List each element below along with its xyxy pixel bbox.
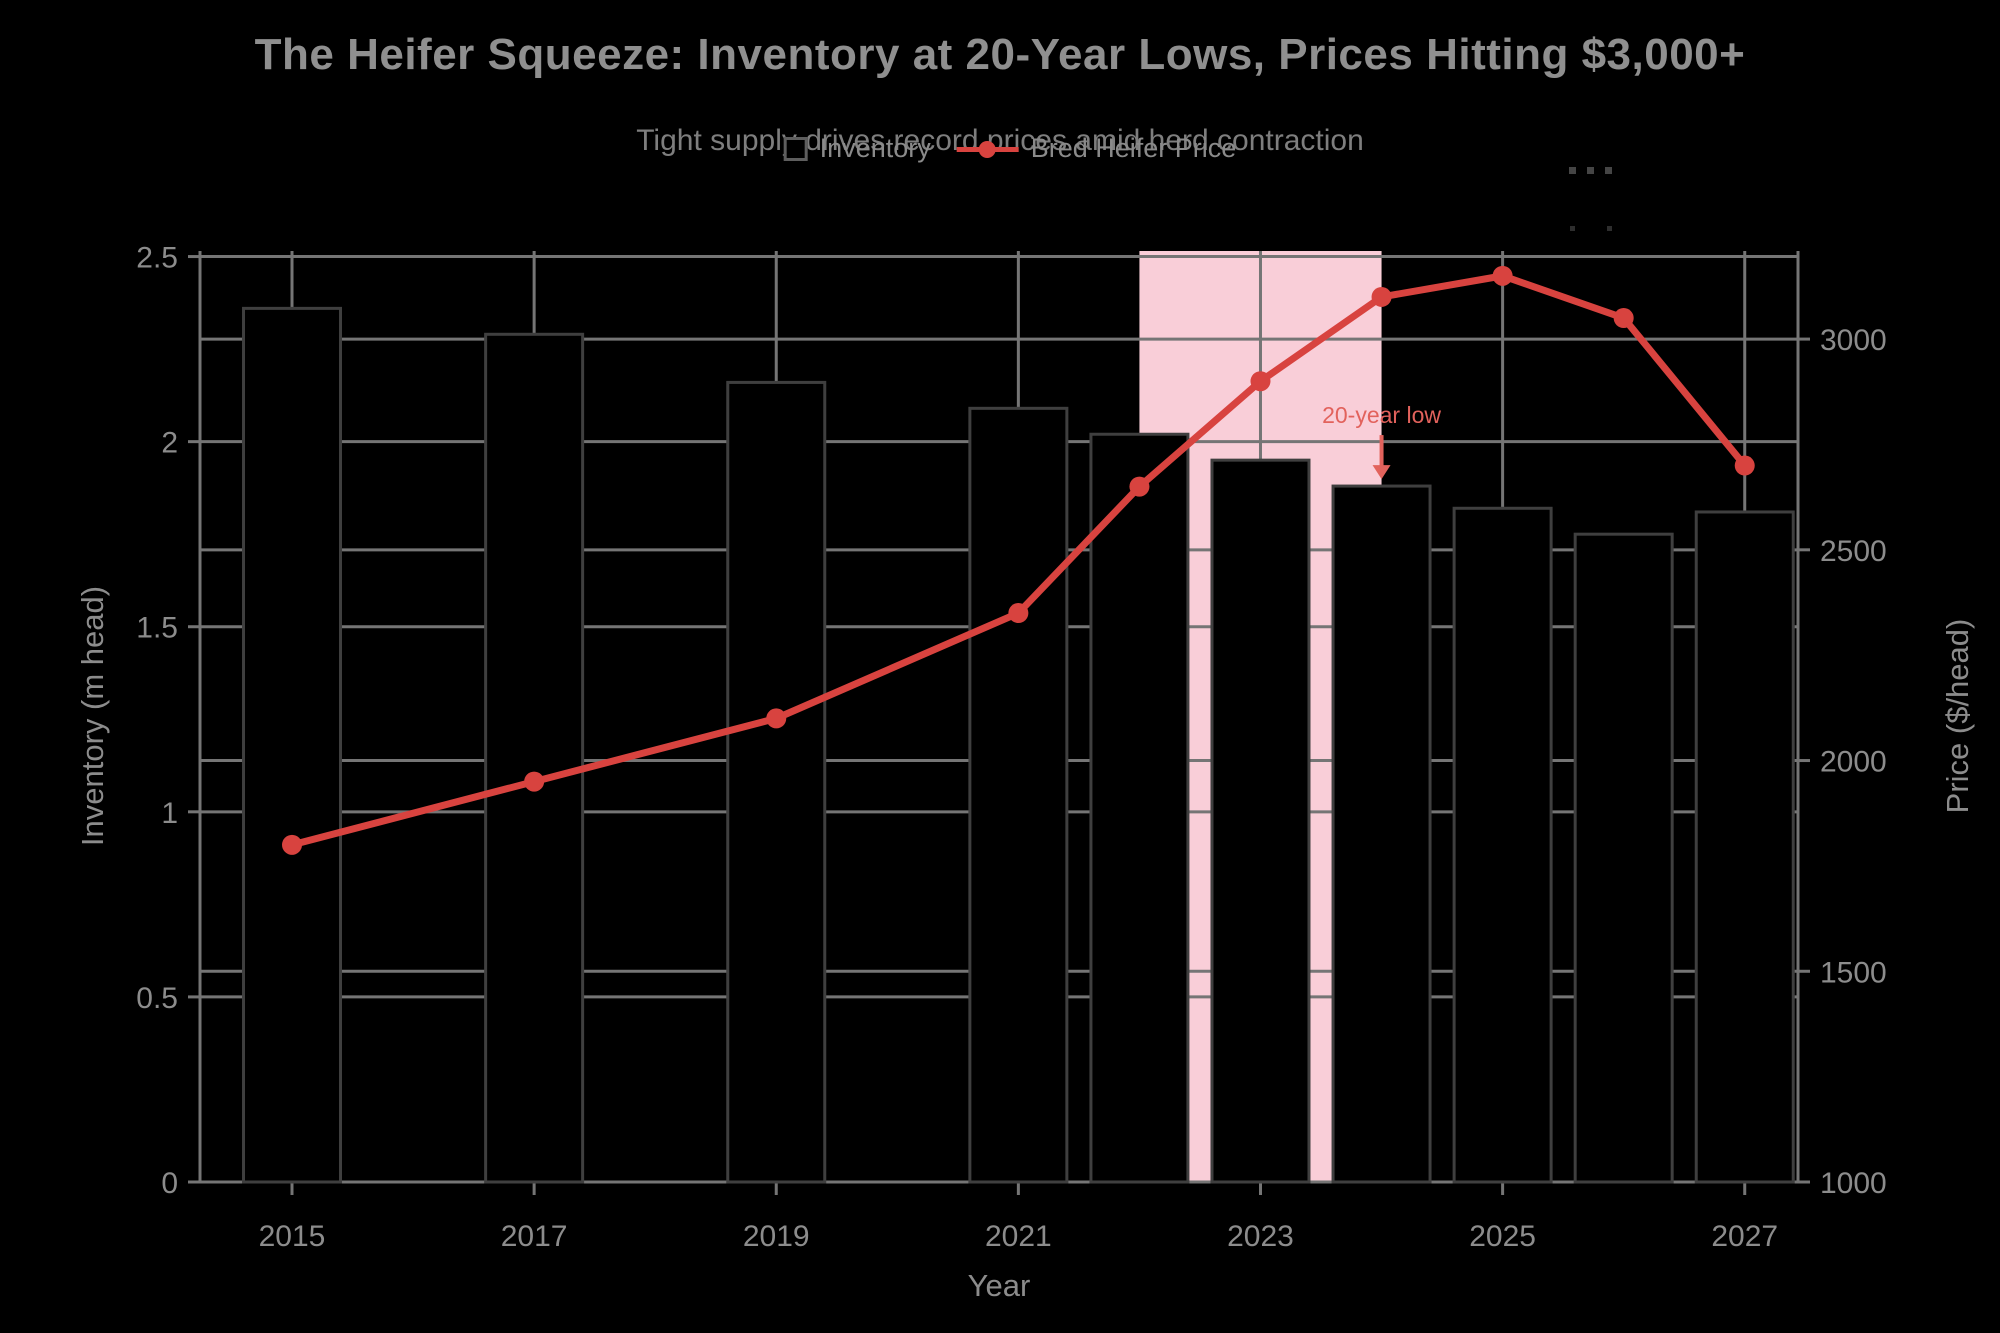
- tick-label-x-2027: 2027: [1711, 1220, 1778, 1253]
- price-point-2024[interactable]: [1371, 286, 1392, 307]
- legend-item-price[interactable]: Bred Heifer Price: [956, 133, 1237, 164]
- tick-label-x-2023: 2023: [1227, 1220, 1294, 1253]
- price-point-2017[interactable]: [524, 771, 545, 792]
- price-point-2019[interactable]: [766, 708, 787, 729]
- tick-label-left-1.5: 1.5: [136, 612, 178, 645]
- bar-2024[interactable]: [1331, 484, 1432, 1184]
- bar-2019[interactable]: [726, 380, 827, 1184]
- y-axis-title-left: Inventory (m head): [75, 585, 110, 847]
- bar-2026[interactable]: [1573, 532, 1674, 1184]
- bar-2017[interactable]: [484, 332, 585, 1184]
- y-axis-title-right: Price ($/head): [1940, 618, 1975, 814]
- annotation-20-year-low: 20-year low: [1322, 402, 1441, 429]
- price-line: [288, 272, 1749, 849]
- tick-label-left-0.5: 0.5: [136, 982, 178, 1015]
- tick-label-x-2025: 2025: [1469, 1220, 1536, 1253]
- bar-2027[interactable]: [1694, 510, 1795, 1184]
- legend-item-inventory[interactable]: Inventory: [783, 133, 931, 164]
- chart-title: The Heifer Squeeze: Inventory at 20-Year…: [254, 30, 1746, 79]
- tick-label-x-2015: 2015: [259, 1220, 326, 1253]
- price-point-2027[interactable]: [1734, 455, 1755, 476]
- annotation-arrow-head: [1372, 465, 1391, 480]
- tick-label-x-2021: 2021: [985, 1220, 1052, 1253]
- bar-2023[interactable]: [1210, 458, 1311, 1184]
- tick-label-right-1500: 1500: [1820, 956, 1887, 989]
- tick-label-left-0: 0: [161, 1167, 178, 1200]
- bar-2021[interactable]: [968, 406, 1069, 1184]
- price-point-2026[interactable]: [1613, 308, 1634, 329]
- legend: Inventory Bred Heifer Price: [783, 133, 1237, 164]
- tick-label-right-2000: 2000: [1820, 746, 1887, 779]
- bar-2015[interactable]: [242, 306, 343, 1184]
- tick-label-right-3000: 3000: [1820, 324, 1887, 357]
- price-point-2022[interactable]: [1129, 476, 1150, 497]
- bar-2025[interactable]: [1452, 506, 1553, 1184]
- price-point-2025[interactable]: [1492, 265, 1513, 286]
- price-point-2021[interactable]: [1008, 603, 1029, 624]
- bar-2022[interactable]: [1089, 432, 1190, 1184]
- legend-inventory-label: Inventory: [819, 133, 931, 163]
- tick-label-right-1000: 1000: [1820, 1167, 1887, 1200]
- bar-swatch-icon: [783, 136, 808, 161]
- tick-label-left-2.5: 2.5: [136, 242, 178, 275]
- x-axis-title: Year: [967, 1268, 1031, 1303]
- tick-label-x-2019: 2019: [743, 1220, 810, 1253]
- chart-subtitle: Tight supply drives record prices amid h…: [636, 124, 1364, 157]
- price-point-2015[interactable]: [282, 834, 303, 855]
- tick-label-x-2017: 2017: [501, 1220, 568, 1253]
- tick-label-left-2: 2: [161, 427, 178, 460]
- line-swatch-icon: [956, 139, 1019, 159]
- price-point-2023[interactable]: [1250, 371, 1271, 392]
- tick-label-left-1: 1: [161, 797, 178, 830]
- tick-label-right-2500: 2500: [1820, 535, 1887, 568]
- legend-price-label: Bred Heifer Price: [1030, 133, 1237, 163]
